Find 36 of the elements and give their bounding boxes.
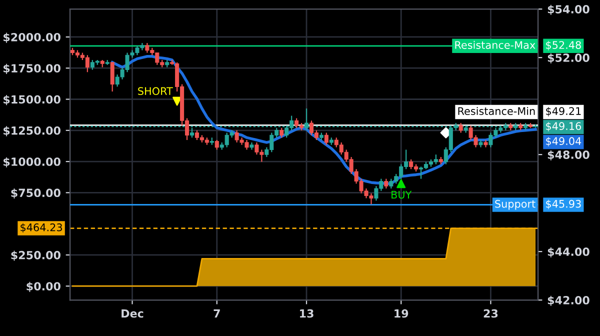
candlestick bbox=[214, 139, 219, 150]
data-label: $49.04 bbox=[546, 136, 582, 146]
legend-label: Resistance-Min bbox=[458, 106, 535, 116]
x-tick-label: 7 bbox=[214, 309, 220, 318]
text: $49.21 bbox=[546, 106, 581, 116]
y2-tick-label: $44.00 bbox=[548, 247, 590, 258]
candlestick bbox=[384, 178, 388, 190]
candlestick bbox=[458, 122, 463, 134]
y-tick-label: $250.00 bbox=[11, 250, 60, 261]
candlestick bbox=[324, 132, 328, 146]
x-tick-label: 23 bbox=[484, 309, 498, 318]
text: $52.48 bbox=[546, 40, 581, 50]
y-tick-label: $0.00 bbox=[26, 282, 60, 292]
y-tick-label: $1750.00 bbox=[4, 64, 60, 74]
candlestick bbox=[110, 62, 114, 92]
x-tick-label: 19 bbox=[394, 309, 408, 318]
text: $464.23 bbox=[20, 223, 62, 233]
series-label: SHORT bbox=[138, 87, 173, 96]
y2-tick-label: $42.00 bbox=[548, 296, 590, 306]
x-tick-label: 13 bbox=[300, 309, 314, 318]
y2-tick-label: $54.00 bbox=[548, 4, 590, 15]
y-tick-label: $1250.00 bbox=[4, 126, 60, 136]
series-label: BUY bbox=[392, 190, 412, 199]
text: $45.93 bbox=[546, 200, 581, 210]
candlestick bbox=[280, 127, 284, 138]
text: $49.16 bbox=[546, 122, 582, 132]
y-tick-label: $1000.00 bbox=[4, 157, 60, 168]
y-tick-label: $1500.00 bbox=[4, 95, 60, 106]
ref-line-label: Resistance-Max bbox=[455, 40, 536, 49]
y-tick-label: $2000.00 bbox=[4, 32, 60, 43]
x-tick-label: Dec bbox=[122, 309, 144, 318]
y-tick-label: $750.00 bbox=[11, 188, 60, 199]
ref-line-label: Support bbox=[495, 200, 536, 210]
y2-tick-label: $48.00 bbox=[548, 150, 590, 160]
point bbox=[396, 179, 406, 188]
y2-tick-label: $52.00 bbox=[548, 53, 590, 64]
